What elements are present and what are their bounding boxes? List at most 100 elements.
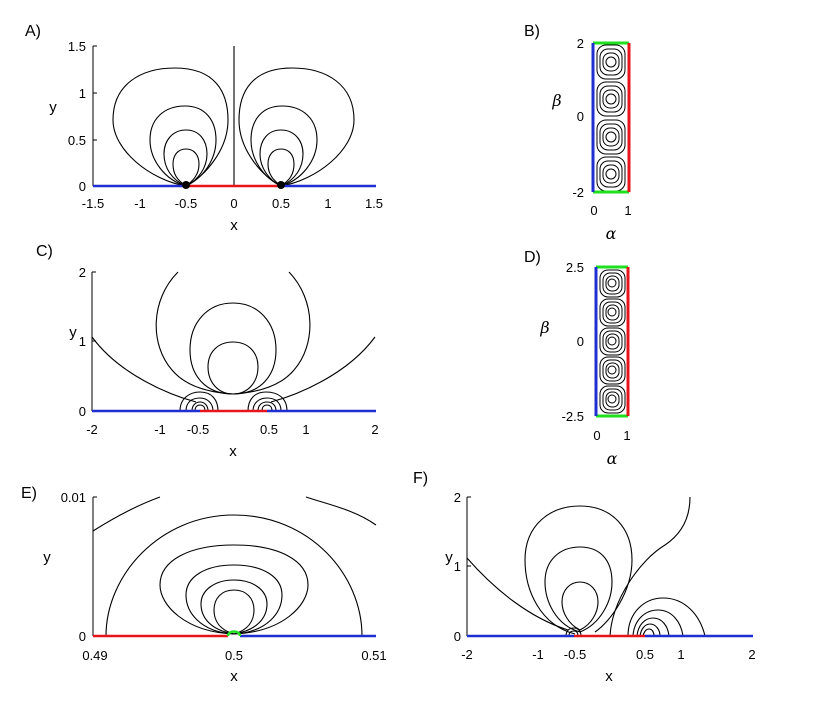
panel-f-right-loop <box>642 628 655 637</box>
panel-e-loop-1 <box>213 589 255 635</box>
panel-a-xtick: 0.5 <box>272 196 290 211</box>
panel-c-xlabel: x <box>229 443 237 460</box>
panel-c-left-small-loop <box>194 404 206 412</box>
panel-f-xtick: 1 <box>677 647 684 662</box>
panel-a-ytick: 0.5 <box>68 133 86 148</box>
panel-f-left-small-loop <box>565 627 582 637</box>
panel-f-ytick: 2 <box>454 490 461 505</box>
panel-d-cell <box>599 385 626 414</box>
panel-a-label: A) <box>25 23 41 40</box>
panel-d-ytick: -2.5 <box>562 409 584 424</box>
panel-f-right-loop <box>632 609 684 637</box>
panel-f-xtick: 2 <box>748 647 755 662</box>
panel-b-xtick: 0 <box>590 203 597 218</box>
panel-e: E) 0 0.01 0.49 0.5 0.51 x y <box>21 485 387 685</box>
panel-a-ytick: 0 <box>79 179 86 194</box>
panel-a-xlabel: x <box>230 217 238 234</box>
panel-b-xtick: 1 <box>624 203 631 218</box>
panel-f-xtick: -0.5 <box>564 647 586 662</box>
panel-a-left-loop-3 <box>149 105 217 187</box>
panel-f-xtick: 0.5 <box>636 647 654 662</box>
panel-c-xtick: 0.5 <box>260 422 278 437</box>
panel-e-xtick: 0.51 <box>361 648 386 663</box>
panel-b-ylabel: β <box>551 91 561 110</box>
panel-a-left-loop-2 <box>163 129 208 187</box>
panel-c-outer-curve-left <box>91 336 197 403</box>
panel-d: D) 2.5 0 -2.5 0 1 α β <box>524 249 631 468</box>
panel-a-right-outer-loop <box>238 67 355 187</box>
panel-c-outer-curve-right <box>270 336 376 403</box>
panel-f-left-loop-outer <box>524 505 633 635</box>
panel-c-xtick: 1 <box>302 422 309 437</box>
panel-e-loop-3 <box>185 564 283 635</box>
panel-c-xtick: 2 <box>371 422 378 437</box>
panel-e-xlabel: x <box>230 668 238 685</box>
panel-c-xtick: -0.5 <box>187 422 209 437</box>
panel-a-left-outer-loop <box>112 67 229 187</box>
panel-a-xtick: -0.5 <box>175 196 197 211</box>
panel-e-xtick: 0.49 <box>82 648 107 663</box>
panel-e-loop-4 <box>159 544 309 635</box>
panel-c-ytick: 0 <box>79 404 86 419</box>
panel-e-ylabel: y <box>43 549 51 566</box>
panel-a-ytick: 1.5 <box>68 39 86 54</box>
panel-d-ylabel: β <box>539 318 549 337</box>
panel-d-label: D) <box>524 249 541 266</box>
panel-a-xtick: 1 <box>324 196 331 211</box>
panel-c-central-loop-inner <box>207 341 259 395</box>
panel-a-xtick: 0 <box>230 196 237 211</box>
panel-c-xtick: -2 <box>86 422 98 437</box>
panel-d-cell <box>599 356 626 385</box>
panel-c: C) 0 1 2 -2 -1 -0.5 0.5 1 2 x y <box>36 243 379 460</box>
panel-c-right-small-loop <box>257 401 277 412</box>
panel-c-left-small-loop <box>185 397 214 412</box>
panel-c-ytick: 1 <box>79 334 86 349</box>
panel-d-cell <box>599 269 626 298</box>
panel-e-loop-2 <box>200 579 268 635</box>
panel-f-xtick: -2 <box>461 647 473 662</box>
panel-a-singularity <box>182 181 190 189</box>
panel-e-ytick: 0.01 <box>61 490 86 505</box>
panel-d-cell <box>599 327 626 356</box>
panel-b-ytick: 2 <box>577 36 584 51</box>
panel-b-cell <box>596 156 626 192</box>
panel-d-xtick: 1 <box>623 428 630 443</box>
panel-f-right-loop <box>639 623 661 637</box>
panel-a-xtick: 1.5 <box>365 196 383 211</box>
panel-f-outer-curve-left <box>466 557 569 631</box>
panel-d-xtick: 0 <box>593 428 600 443</box>
panel-c-left-small-loop <box>191 401 209 412</box>
panel-c-right-small-loop <box>247 391 288 412</box>
panel-e-xtick: 0.5 <box>225 648 243 663</box>
panel-d-ytick: 0 <box>577 334 584 349</box>
panel-b-xlabel: α <box>606 224 617 243</box>
panel-b-cell <box>596 44 626 80</box>
panel-f-xtick: -1 <box>532 647 544 662</box>
panel-b-cell <box>596 81 626 117</box>
panel-b: B) 2 0 -2 0 1 α β <box>524 23 632 243</box>
panel-b-label: B) <box>524 23 540 40</box>
panel-f-right-loop <box>627 597 706 637</box>
panel-b-cell <box>596 119 626 155</box>
panel-f-left-small-loop <box>568 630 579 637</box>
panel-f-ylabel: y <box>445 549 453 566</box>
panel-c-right-small-loop <box>261 404 273 412</box>
panel-a-right-loop-1 <box>267 148 295 187</box>
panel-c-left-small-loop <box>179 391 219 412</box>
panel-c-ylabel: y <box>69 324 77 341</box>
panel-c-central-loop-outer <box>189 302 277 395</box>
panel-f-xlabel: x <box>605 668 613 685</box>
panel-f-ytick: 1 <box>454 559 461 574</box>
panel-a: A) 0 0.5 1 1.5 -1.5 -1 -0.5 0 0.5 1 1.5 … <box>25 23 383 234</box>
panel-c-xtick: -1 <box>154 422 166 437</box>
panel-a-right-loop-2 <box>259 129 304 187</box>
panel-c-label: C) <box>36 243 53 260</box>
panel-f-label: F) <box>413 470 428 487</box>
panel-f-right-loop <box>636 617 670 637</box>
panel-e-outer-arch <box>105 514 363 637</box>
panel-a-ytick: 1 <box>79 86 86 101</box>
panel-a-ylabel: y <box>49 99 57 116</box>
panel-e-outer-curve-right <box>305 496 377 526</box>
panel-d-cell <box>599 298 626 327</box>
